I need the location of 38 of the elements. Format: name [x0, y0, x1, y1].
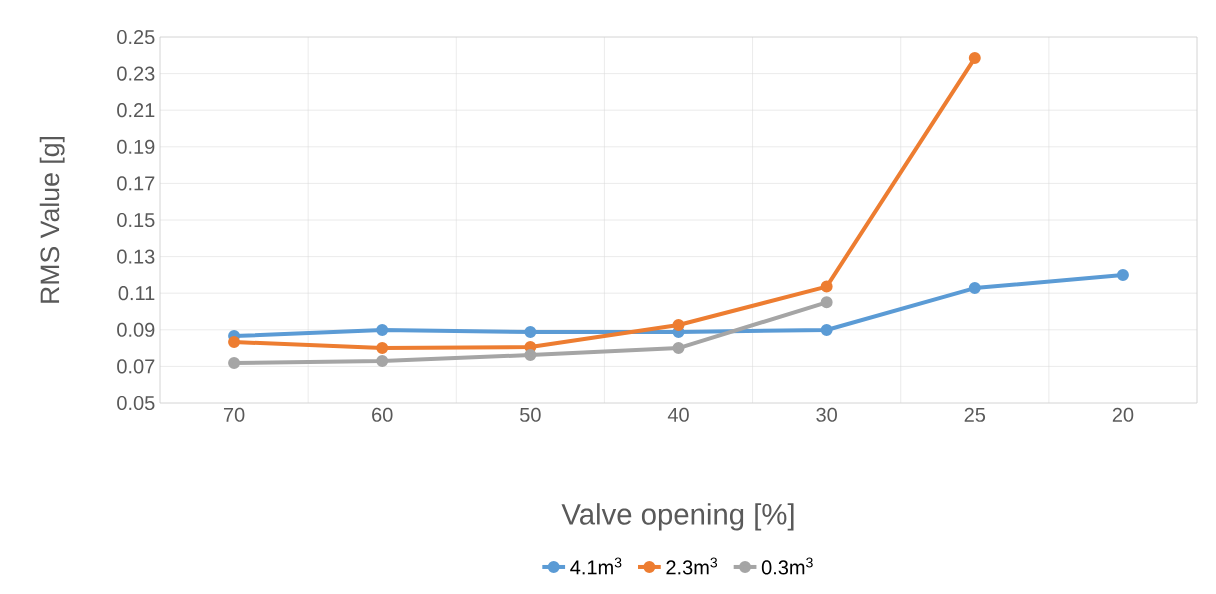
- y-tick-label: 0.21: [117, 103, 155, 118]
- x-tick-label: 40: [667, 407, 689, 422]
- point: [524, 326, 537, 338]
- legend-label: 4.1m$^{3}$: [570, 557, 622, 575]
- x-tick-label: 20: [1112, 407, 1134, 422]
- y-tick-label: 0.09: [117, 322, 155, 337]
- point: [820, 280, 833, 293]
- y-tick-label: 0.23: [117, 66, 155, 81]
- point: [968, 52, 981, 65]
- y-tick-label: 0.17: [117, 176, 155, 191]
- y-tick-label: 0.05: [117, 395, 155, 411]
- point: [376, 354, 389, 367]
- point: [228, 356, 241, 369]
- legend-label: 2.3m$^{3}$: [666, 557, 718, 575]
- x-tick-label: 60: [372, 407, 393, 422]
- y-tick-label: 0.07: [117, 359, 155, 374]
- point: [968, 282, 981, 295]
- x-tick-label: 50: [520, 407, 541, 422]
- point: [672, 342, 685, 355]
- point: [376, 342, 389, 355]
- point: [672, 319, 685, 332]
- x-axis-title: Valve opening [%]: [561, 503, 794, 531]
- point: [228, 336, 241, 349]
- point: [524, 349, 537, 362]
- point: [820, 296, 833, 309]
- x-tick-label: 25: [964, 407, 986, 422]
- y-tick-label: 0.25: [117, 29, 155, 45]
- y-tick-label: 0.13: [117, 249, 155, 264]
- point: [376, 323, 389, 336]
- point: [820, 323, 833, 336]
- y-axis-title: RMS Value [g]: [39, 136, 65, 303]
- legend-label: 0.3m$^{3}$: [761, 557, 813, 575]
- x-tick-label: 30: [816, 407, 837, 422]
- y-tick-label: 0.19: [117, 139, 155, 154]
- point: [1116, 268, 1129, 281]
- x-tick-label: 70: [223, 407, 245, 422]
- y-tick-label: 0.15: [117, 212, 155, 228]
- y-tick-label: 0.11: [118, 286, 155, 301]
